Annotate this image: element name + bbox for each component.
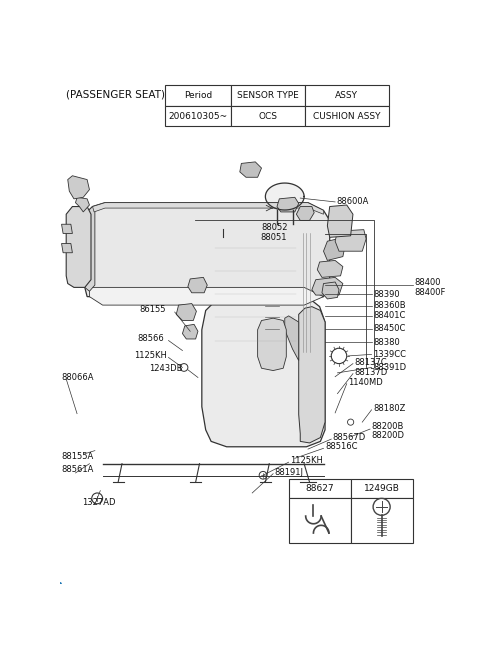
Text: 88561A: 88561A: [61, 464, 94, 474]
Circle shape: [348, 419, 354, 425]
Circle shape: [373, 499, 390, 516]
Polygon shape: [188, 277, 207, 293]
Polygon shape: [68, 176, 89, 199]
Bar: [231, 106, 305, 127]
Text: (PASSENGER SEAT): (PASSENGER SEAT): [66, 89, 165, 100]
Polygon shape: [202, 297, 325, 447]
Text: OCS: OCS: [259, 112, 277, 121]
Text: ASSY: ASSY: [335, 91, 358, 100]
Text: 88516C: 88516C: [325, 442, 358, 451]
Text: 1327AD: 1327AD: [82, 498, 115, 506]
Text: CUSHION ASSY: CUSHION ASSY: [313, 112, 381, 121]
Bar: [288, 499, 350, 543]
Polygon shape: [299, 306, 325, 443]
Polygon shape: [240, 162, 262, 177]
Text: 88390: 88390: [373, 290, 400, 299]
Bar: [350, 499, 413, 543]
Polygon shape: [324, 239, 345, 260]
Circle shape: [92, 493, 103, 504]
Polygon shape: [85, 203, 330, 297]
Text: 88191J: 88191J: [275, 468, 304, 477]
Circle shape: [180, 363, 188, 371]
Bar: [231, 85, 305, 106]
Polygon shape: [176, 304, 196, 321]
Text: SENSOR TYPE: SENSOR TYPE: [237, 91, 299, 100]
Polygon shape: [89, 287, 324, 305]
Text: 88137D: 88137D: [355, 367, 388, 377]
Polygon shape: [317, 260, 343, 277]
Polygon shape: [61, 224, 72, 234]
Text: 1243DB: 1243DB: [149, 363, 182, 373]
Polygon shape: [182, 324, 198, 339]
Text: 1249GB: 1249GB: [364, 484, 399, 493]
Text: 88200D: 88200D: [372, 431, 405, 440]
Text: 88360B: 88360B: [373, 301, 406, 310]
Polygon shape: [312, 277, 343, 295]
Polygon shape: [66, 207, 91, 287]
Polygon shape: [277, 197, 299, 212]
Text: 88391D: 88391D: [373, 363, 406, 372]
Bar: [166, 85, 231, 106]
Polygon shape: [335, 230, 366, 251]
Bar: [350, 479, 413, 499]
Polygon shape: [61, 243, 72, 253]
Text: 88155A: 88155A: [61, 451, 94, 461]
Text: 88052: 88052: [262, 223, 288, 232]
Polygon shape: [285, 316, 299, 361]
Text: 88567D: 88567D: [333, 433, 366, 442]
Bar: [166, 106, 231, 127]
Text: 88627: 88627: [305, 484, 334, 493]
Circle shape: [331, 348, 347, 363]
Bar: [305, 106, 389, 127]
Text: 88180Z: 88180Z: [373, 404, 406, 413]
Text: 1125KH: 1125KH: [134, 352, 167, 360]
Text: 88066A: 88066A: [61, 373, 94, 382]
Polygon shape: [75, 197, 89, 212]
Text: 88200B: 88200B: [372, 422, 404, 431]
Text: 86155: 86155: [139, 305, 166, 314]
Text: 88400: 88400: [414, 278, 441, 287]
Text: 88380: 88380: [373, 338, 400, 346]
Text: 88401C: 88401C: [373, 312, 406, 320]
Text: 88400F: 88400F: [414, 287, 445, 297]
Text: 88137C: 88137C: [355, 358, 387, 367]
Bar: [288, 479, 350, 499]
Text: 1125KH: 1125KH: [290, 456, 323, 465]
Bar: [305, 85, 389, 106]
Text: 88600A: 88600A: [336, 197, 369, 207]
Polygon shape: [265, 183, 304, 210]
Text: 200610305~: 200610305~: [169, 112, 228, 121]
Text: 1339CC: 1339CC: [373, 350, 406, 359]
Text: 88450C: 88450C: [373, 325, 406, 333]
Text: 1140MD: 1140MD: [348, 378, 383, 386]
Circle shape: [222, 224, 227, 229]
Polygon shape: [85, 207, 95, 291]
Polygon shape: [296, 207, 314, 220]
Text: Period: Period: [184, 91, 213, 100]
Polygon shape: [93, 203, 324, 215]
Polygon shape: [322, 282, 339, 299]
Polygon shape: [258, 318, 286, 371]
Text: 88566: 88566: [137, 335, 164, 344]
Polygon shape: [327, 205, 353, 237]
Circle shape: [259, 472, 267, 479]
Text: 88051: 88051: [260, 233, 287, 242]
